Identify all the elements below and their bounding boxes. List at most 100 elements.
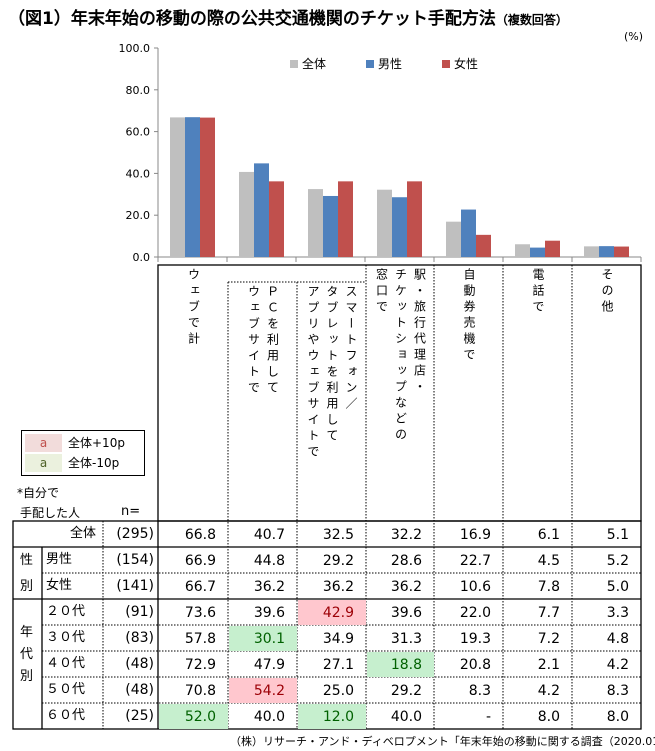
table-cell: 8.3 [606,683,629,699]
table-cell: 8.0 [606,709,629,725]
column-header-line: ウェブサイトで [246,285,261,397]
table-cell: 31.3 [390,631,422,647]
column-header-line: ウェブで計 [186,268,201,348]
table-cell: 73.6 [184,605,216,621]
table-cell: 28.6 [390,553,422,569]
row-n: (91) [125,604,154,620]
table-cell: 16.9 [459,527,491,543]
legend-swatch [442,60,450,68]
column-header-3: 駅・旅行代理店・ チケットショップなどの 窓口で [372,268,429,444]
table-cell: 4.8 [606,631,629,647]
bar-女性-3 [407,181,422,257]
table-cell: 19.3 [459,631,491,647]
table-cell: 6.1 [537,527,560,543]
table-cell: 4.2 [606,657,629,673]
row-label: 女性 [46,578,73,593]
y-tick-label: 40.0 [126,167,151,180]
table-cell: 12.0 [298,704,366,729]
legend-label: 男性 [378,57,402,71]
row-label: ３０代 [46,630,86,645]
table-cell: 5.1 [606,527,629,543]
table-cell: 66.7 [184,579,216,595]
table-cell: 66.8 [184,527,216,543]
bar-男性-6 [599,246,614,257]
table-cell: 3.3 [606,605,629,621]
table-cell: 2.1 [537,657,560,673]
table-cell: 5.0 [606,579,629,595]
n-label: n= [121,504,141,519]
row-label: 男性 [46,552,73,567]
column-header-line: タブレットを利用して [325,285,339,445]
table-cell: 39.6 [390,605,422,621]
bar-全体-2 [308,189,323,257]
table-cell: 72.9 [184,657,216,673]
table-cell: 30.1 [229,626,297,651]
row-label: ５０代 [46,682,86,697]
bar-女性-0 [200,117,215,257]
column-header-line: その他 [600,268,614,316]
table-cell: 39.6 [253,605,285,621]
column-header-line: 駅・旅行代理店・ [412,268,427,396]
table-cell: 4.2 [537,683,560,699]
column-header-line: 自動券売機で [462,268,476,364]
column-header-5: 電話で [528,268,547,316]
bar-男性-2 [323,195,338,257]
table-cell: 5.2 [606,553,629,569]
y-tick-label: 60.0 [126,126,151,139]
group-age: 年代別 [20,625,34,684]
table-cell: 8.0 [537,709,560,725]
table-cell: 54.2 [229,678,297,703]
y-tick-label: 80.0 [126,84,151,97]
row-label: ６０代 [46,708,86,723]
row-n: (295) [116,526,154,542]
table-cell: 8.3 [468,683,491,699]
row-label: ２０代 [46,604,86,619]
group-gender: 性別 [20,553,34,594]
y-tick-label: 20.0 [126,209,151,222]
column-header-line: 窓口で [374,268,389,316]
column-header-0: ウェブで計 [184,268,203,348]
table-cell: 18.8 [367,652,434,677]
column-header-line: アプリやウェブサイトで [306,285,320,461]
bar-女性-5 [545,240,560,257]
table-cell: 29.2 [390,683,422,699]
table-cell: 36.2 [390,579,422,595]
unit-label: (%) [624,30,644,43]
legend-label: 女性 [454,56,478,71]
bar-男性-5 [530,247,545,257]
table-cell: 29.2 [322,553,354,569]
table-cell: 27.1 [322,657,354,673]
bar-男性-0 [185,117,200,257]
table-cell: 10.6 [459,579,491,595]
high-label: 全体+10p [68,436,125,450]
table-cell: - [485,709,491,725]
table-cell: 7.8 [537,579,560,595]
title-note: （複数回答） [495,13,568,27]
row-label: 全体 [70,526,97,541]
y-tick-label: 0.0 [133,251,151,264]
table-cell: 40.0 [253,709,285,725]
bar-女性-1 [269,181,284,257]
row-n: (48) [125,656,154,672]
table-cell: 32.5 [322,527,354,543]
row-n: (141) [116,578,154,594]
bar-全体-6 [584,246,599,257]
table-cell: 40.7 [253,527,285,543]
note-arranged: 手配した人 [20,506,81,520]
table-cell: 44.8 [253,553,285,569]
column-header-4: 自動券売機で [459,268,478,364]
table-cell: 34.9 [322,631,354,647]
table-cell: 42.9 [298,600,366,625]
bar-全体-3 [377,189,392,257]
bar-女性-4 [476,234,491,257]
bar-全体-0 [170,117,185,257]
bar-全体-5 [515,244,530,257]
column-header-6: その他 [597,268,616,316]
y-tick-label: 100.0 [119,42,151,55]
table-cell: 22.7 [459,553,491,569]
table-cell: 22.0 [459,605,491,621]
table-cell: 20.8 [459,657,491,673]
row-n: (48) [125,682,154,698]
row-n: (154) [116,552,154,568]
